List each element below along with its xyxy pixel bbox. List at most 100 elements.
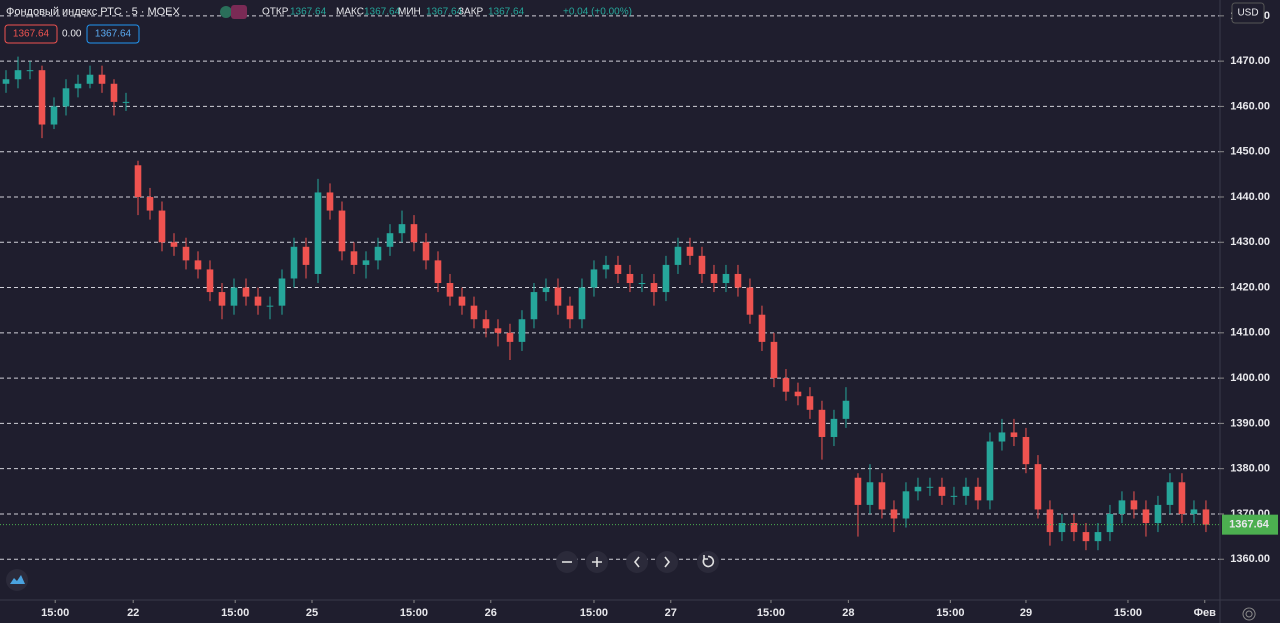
scroll-right-button[interactable] — [656, 551, 678, 573]
y-tick-label: 1400.00 — [1230, 372, 1270, 384]
y-tick-label: 1380.00 — [1230, 463, 1270, 475]
candle-body — [818, 409, 826, 437]
candle-body — [26, 70, 34, 72]
candle-body — [854, 477, 862, 505]
candle-body — [794, 391, 802, 397]
x-tick-label: 15:00 — [221, 607, 249, 619]
x-tick-label: Фев — [1194, 607, 1217, 619]
logo[interactable] — [6, 569, 28, 591]
zoom-out-button[interactable] — [556, 551, 578, 573]
candle-body — [410, 224, 418, 243]
candle-body — [902, 491, 910, 519]
candle-body — [422, 242, 430, 261]
grid — [0, 15, 1220, 560]
bid: 1367.64 — [13, 29, 50, 40]
candle-body — [758, 314, 766, 342]
candle-body — [374, 246, 382, 261]
spread: 0.00 — [62, 29, 82, 40]
scroll-left-button[interactable] — [626, 551, 648, 573]
settings-icon[interactable] — [1242, 607, 1256, 621]
candle-body — [1058, 523, 1066, 533]
field-label: ОТКР — [262, 7, 289, 18]
candle-body — [830, 418, 838, 437]
candle-body — [962, 486, 970, 496]
candle-body — [350, 251, 358, 265]
candle-body — [866, 482, 874, 505]
candle-body — [1166, 482, 1174, 505]
candle-body — [338, 210, 346, 252]
currency-box[interactable] — [1231, 2, 1265, 24]
bid-box[interactable] — [4, 24, 58, 44]
candle-body — [506, 332, 514, 342]
candle-body — [50, 106, 58, 125]
last-price-box — [1222, 514, 1278, 535]
candle-body — [806, 396, 814, 410]
candle-body — [590, 269, 598, 288]
candle-body — [158, 210, 166, 243]
candle-body — [314, 192, 322, 274]
candle-body — [674, 246, 682, 265]
candle-body — [362, 260, 370, 265]
y-tick-label: 1460.00 — [1230, 100, 1270, 112]
candle-body — [842, 400, 850, 419]
ask: 1367.64 — [95, 29, 132, 40]
candle-body — [602, 264, 610, 270]
candle-body — [530, 292, 538, 320]
candle-body — [242, 287, 250, 297]
reset-button[interactable] — [697, 551, 719, 573]
candle-body — [554, 287, 562, 306]
candle-body — [710, 273, 718, 284]
candle-body — [86, 74, 94, 84]
x-tick-label: 25 — [306, 607, 318, 619]
candle-body — [734, 273, 742, 288]
candle-body — [446, 283, 454, 297]
x-tick-label: 28 — [842, 607, 854, 619]
candle-body — [662, 264, 670, 293]
plot — [0, 56, 1220, 551]
candle-body — [1142, 509, 1150, 524]
candle-body — [626, 273, 634, 284]
field-label: МАКС — [336, 7, 364, 18]
candle-body — [206, 269, 214, 293]
candle-body — [974, 486, 982, 501]
axes: 1360.001370.001380.001390.001400.001410.… — [41, 10, 1278, 619]
candle-body — [614, 264, 622, 274]
candle-body — [218, 292, 226, 306]
candle-body — [482, 319, 490, 329]
x-tick-label: 15:00 — [400, 607, 428, 619]
field-value: 1367.64 — [426, 7, 463, 18]
status-icon — [231, 5, 247, 19]
candle-body — [122, 101, 130, 103]
candle-body — [170, 242, 178, 247]
field-value: 1367.64 — [290, 7, 327, 18]
candle-body — [914, 486, 922, 492]
field-label: ЗАКР — [458, 7, 484, 18]
change: +0.04 (+0.00%) — [563, 7, 632, 18]
candle-body — [470, 305, 478, 320]
x-tick-label: 15:00 — [1114, 607, 1142, 619]
candle-body — [1190, 509, 1198, 514]
candle-body — [578, 287, 586, 320]
field-label: МИН — [398, 7, 421, 18]
x-tick-label: 15:00 — [41, 607, 69, 619]
zoom-in-button[interactable] — [586, 551, 608, 573]
x-tick-label: 15:00 — [580, 607, 608, 619]
candle-body — [1082, 532, 1090, 542]
candle-body — [722, 273, 730, 284]
candle-body — [230, 287, 238, 306]
candle-body — [254, 296, 262, 306]
candle-body — [278, 278, 286, 306]
candle-body — [1154, 504, 1162, 524]
x-tick-label: 26 — [485, 607, 497, 619]
candle-body — [1010, 432, 1018, 437]
candle-body — [650, 283, 658, 293]
candle-body — [1094, 532, 1102, 542]
y-tick-label: 1390.00 — [1230, 417, 1270, 429]
candle-body — [566, 305, 574, 320]
y-tick-label: 1410.00 — [1230, 327, 1270, 339]
ask-box[interactable] — [86, 24, 140, 44]
candle-body — [878, 482, 886, 510]
candle-body — [746, 287, 754, 315]
